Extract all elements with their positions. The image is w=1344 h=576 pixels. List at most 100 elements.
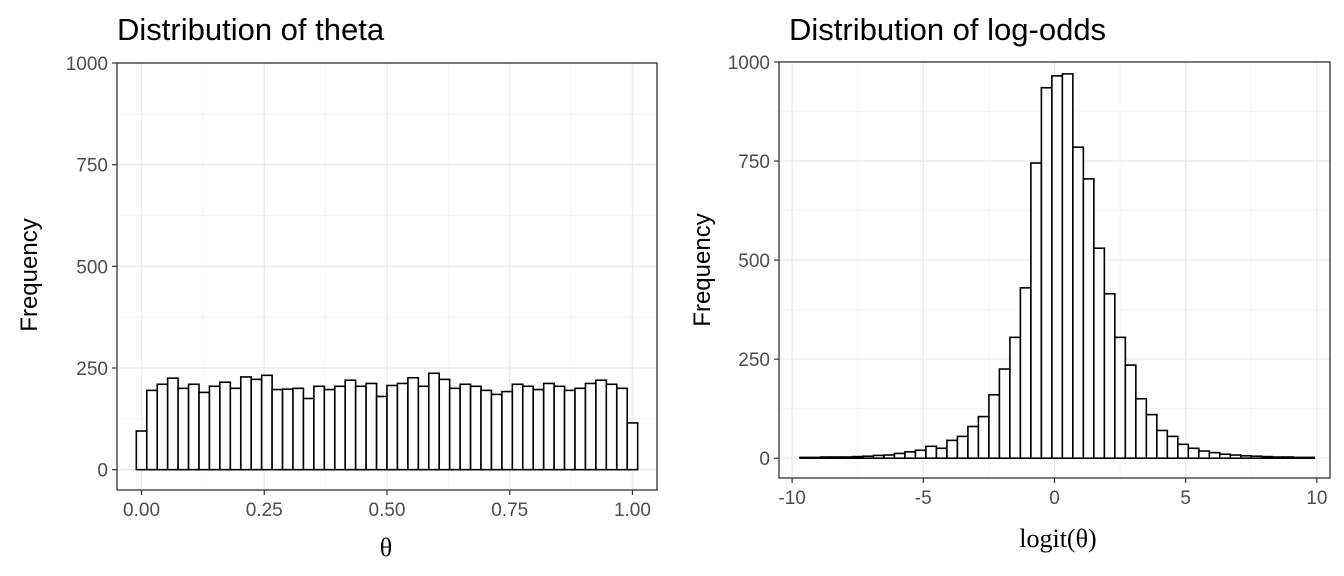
- histogram-bar: [1114, 336, 1127, 459]
- bars: [135, 372, 639, 471]
- histogram-bar: [841, 456, 854, 459]
- histogram-bar: [375, 395, 388, 471]
- histogram-bar: [1281, 456, 1295, 459]
- histogram-bar: [872, 454, 885, 459]
- axis-ticks: -10 -5 0 5 10 0 250 500 750 1000: [728, 53, 1328, 509]
- histogram-bar: [166, 377, 179, 471]
- histogram-bar: [1009, 336, 1022, 459]
- histogram-bar: [584, 382, 597, 471]
- histogram-bar: [302, 397, 315, 471]
- y-tick-label: 250: [76, 359, 108, 380]
- y-tick-label: 500: [738, 251, 770, 272]
- histogram-bar: [271, 388, 284, 471]
- x-axis-label: logit(θ): [1019, 524, 1096, 553]
- histogram-bar: [1030, 162, 1043, 459]
- histogram-bar: [177, 387, 190, 471]
- histogram-bar: [1051, 75, 1064, 459]
- x-tick-label: 5: [1180, 488, 1191, 509]
- y-tick-label: 750: [738, 152, 770, 173]
- chart-title: Distribution of theta: [117, 12, 385, 47]
- histogram-bar: [145, 389, 159, 471]
- y-tick-label: 1000: [66, 54, 108, 75]
- histogram-bar: [501, 390, 514, 471]
- histogram-bar: [396, 382, 409, 471]
- histogram-bar: [1093, 247, 1106, 459]
- bars: [799, 73, 1316, 459]
- histogram-bar: [925, 445, 938, 459]
- histogram-bar: [809, 456, 822, 459]
- histogram-bar: [563, 389, 576, 471]
- histogram-bar: [967, 425, 980, 459]
- histogram-bar: [935, 447, 948, 459]
- histogram-bar: [893, 452, 906, 459]
- histogram-bar: [156, 383, 169, 471]
- histogram-bar: [229, 387, 242, 471]
- histogram-bar: [1208, 451, 1221, 459]
- histogram-bar: [1103, 292, 1116, 459]
- x-tick-label: 0.00: [123, 500, 160, 521]
- axis-ticks: 0.00 0.25 0.50 0.75 1.00 0 250 500 750 1000: [66, 54, 651, 521]
- histogram-bar: [1292, 456, 1305, 459]
- histogram-bar: [799, 456, 812, 459]
- histogram-bar: [1229, 454, 1242, 459]
- histogram-bar: [1145, 413, 1158, 459]
- histogram-bar: [198, 391, 211, 471]
- histogram-bar: [1166, 435, 1179, 459]
- x-tick-label: 1.00: [614, 500, 651, 521]
- histogram-bar: [219, 381, 232, 471]
- histogram-bar: [626, 422, 639, 471]
- histogram-bar: [333, 385, 347, 471]
- histogram-bar: [862, 455, 875, 459]
- histogram-bar: [914, 449, 927, 459]
- x-tick-label: -5: [915, 488, 932, 509]
- histogram-bar: [977, 415, 990, 459]
- histogram-bar: [1260, 455, 1274, 459]
- histogram-bar: [1250, 455, 1263, 459]
- histogram-bar: [480, 389, 493, 471]
- y-axis-label: Frequency: [689, 213, 716, 326]
- histogram-bar: [407, 376, 420, 471]
- histogram-bar: [1040, 86, 1053, 459]
- histogram-bar: [208, 385, 221, 471]
- chart-title: Distribution of log-odds: [789, 12, 1106, 47]
- histogram-bar: [542, 382, 555, 471]
- histogram-bar: [1302, 456, 1316, 459]
- y-axis-label: Frequency: [16, 218, 43, 331]
- x-tick-label: 0: [1049, 488, 1060, 509]
- histogram-bar: [1219, 453, 1232, 459]
- histogram-bar: [187, 383, 200, 471]
- y-tick-label: 750: [76, 156, 108, 177]
- histogram-bar: [998, 368, 1011, 459]
- histogram-bar: [615, 387, 629, 471]
- histogram-bar: [459, 383, 472, 471]
- histogram-bar: [1198, 450, 1211, 459]
- histogram-bar: [365, 382, 378, 471]
- histogram-bar: [956, 435, 969, 459]
- histogram-bar: [553, 385, 566, 471]
- histogram-bar: [1082, 178, 1095, 459]
- histogram-bar: [417, 385, 430, 471]
- histogram-bar: [830, 456, 843, 459]
- histogram-bar: [605, 383, 618, 471]
- histogram-bar: [521, 385, 535, 471]
- histogram-bar: [354, 385, 367, 471]
- histogram-bar: [904, 451, 917, 459]
- logodds-histogram-panel: Distribution of log-odds -10 -5 0 5 10 0 250 50…: [689, 12, 1331, 553]
- histogram-bar: [1156, 429, 1169, 459]
- histogram-bar: [260, 374, 273, 471]
- y-tick-label: 500: [76, 257, 108, 278]
- theta-histogram-panel: Distribution of theta 0.00 0.25 0.50 0.75 1.…: [16, 12, 658, 562]
- histogram-bar: [135, 430, 148, 471]
- x-tick-label: 0.50: [369, 500, 406, 521]
- histogram-bar: [313, 385, 326, 471]
- histogram-bar: [595, 379, 608, 471]
- x-tick-label: -10: [778, 488, 805, 509]
- y-tick-label: 0: [97, 461, 108, 482]
- histogram-bar: [574, 387, 587, 471]
- x-tick-label: 0.25: [246, 500, 283, 521]
- histogram-bar: [469, 385, 482, 471]
- histogram-bar: [344, 379, 357, 471]
- histogram-bar: [820, 456, 833, 459]
- x-tick-label: 0.75: [491, 500, 528, 521]
